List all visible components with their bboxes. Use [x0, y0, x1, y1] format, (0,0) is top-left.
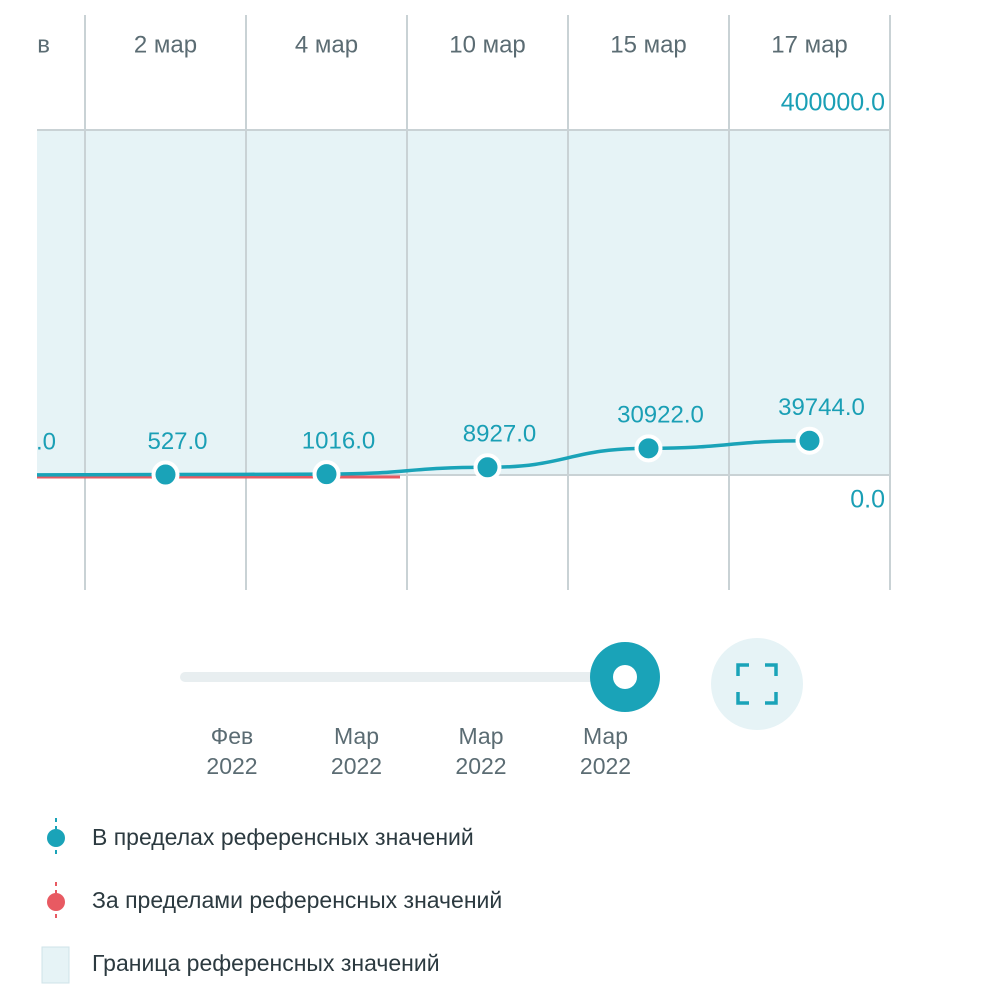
x-tick-label: 2 мар: [134, 31, 197, 58]
legend-label: За пределами референсных значений: [92, 887, 502, 913]
slider-tick-month: Фев: [211, 723, 254, 749]
slider-tick-month: Мар: [334, 723, 379, 749]
y-tick-label: 400000.0: [781, 89, 885, 117]
data-point: [0, 463, 17, 487]
value-label: 8927.0: [463, 421, 536, 448]
legend-label: В пределах референсных значений: [92, 824, 474, 850]
x-tick-label: 10 мар: [449, 31, 526, 58]
legend-icon: [47, 893, 65, 911]
labels: в 2 мар 4 мар 10 мар 15 мар 17 мар 0.0 400000.0…: [36, 31, 885, 513]
series-line: [37, 438, 810, 477]
slider-tick-month: Мар: [458, 723, 503, 749]
fullscreen-button[interactable]: [711, 638, 803, 730]
value-label: 527.0: [147, 428, 207, 455]
x-tick-label: 17 мар: [771, 31, 848, 58]
value-label: 1016.0: [302, 427, 375, 454]
y-tick-label: 0.0: [850, 486, 885, 514]
slider-tick-month: Мар: [583, 723, 628, 749]
value-label: .0: [36, 428, 56, 455]
x-tick-label: в: [37, 31, 50, 58]
legend-label: Граница референсных значений: [92, 950, 440, 976]
slider-tick-year: 2022: [455, 753, 506, 779]
data-point: [312, 460, 341, 489]
data-point: [151, 460, 180, 489]
reference-band: [37, 130, 890, 475]
x-tick-label: 4 мар: [295, 31, 358, 58]
x-tick-label: 15 мар: [610, 31, 687, 58]
slider-tick-year: 2022: [331, 753, 382, 779]
data-point: [473, 453, 502, 482]
plot: [0, 426, 824, 489]
legend-icon: [41, 946, 70, 984]
value-label: 30922.0: [617, 402, 704, 429]
band-layer: [37, 15, 891, 590]
slider-knob-center: [613, 665, 637, 689]
slider-ticks: Фев 2022 Мар 2022 Мар 2022 Мар 2022: [206, 723, 631, 779]
data-point: [795, 426, 824, 455]
slider-tick-year: 2022: [206, 753, 257, 779]
data-point: [634, 434, 663, 463]
slider-tick-year: 2022: [580, 753, 631, 779]
legend-icon: [47, 829, 65, 847]
value-label: 39744.0: [778, 394, 865, 421]
